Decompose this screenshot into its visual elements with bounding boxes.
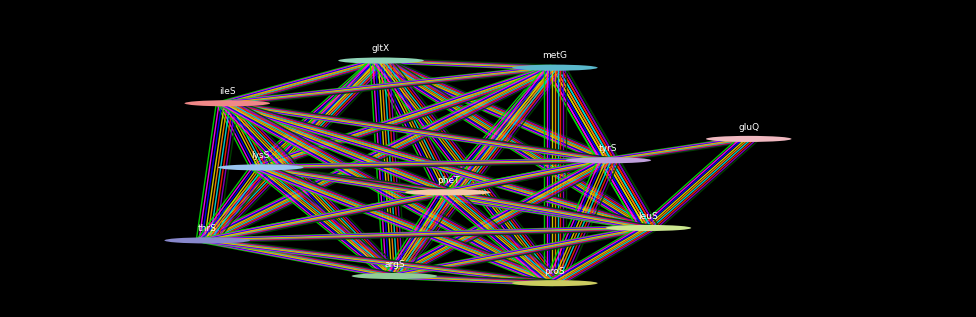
- Text: tyrS: tyrS: [599, 144, 618, 153]
- Ellipse shape: [218, 165, 304, 171]
- Ellipse shape: [706, 136, 792, 142]
- Ellipse shape: [606, 225, 691, 231]
- Text: pheT: pheT: [436, 176, 459, 185]
- Text: lysS: lysS: [252, 151, 270, 160]
- Text: gltX: gltX: [372, 44, 390, 53]
- Ellipse shape: [565, 157, 651, 163]
- Text: leuS: leuS: [638, 212, 659, 221]
- Ellipse shape: [512, 65, 597, 71]
- Text: ileS: ileS: [219, 87, 235, 96]
- Ellipse shape: [351, 273, 437, 279]
- Ellipse shape: [405, 189, 491, 195]
- Text: metG: metG: [543, 51, 567, 60]
- Text: proS: proS: [545, 267, 565, 276]
- Ellipse shape: [184, 100, 270, 106]
- Ellipse shape: [339, 57, 424, 64]
- Text: argS: argS: [385, 260, 405, 269]
- Text: gluQ: gluQ: [738, 123, 759, 132]
- Text: thrS: thrS: [198, 224, 217, 233]
- Ellipse shape: [164, 237, 250, 243]
- Ellipse shape: [512, 280, 597, 286]
